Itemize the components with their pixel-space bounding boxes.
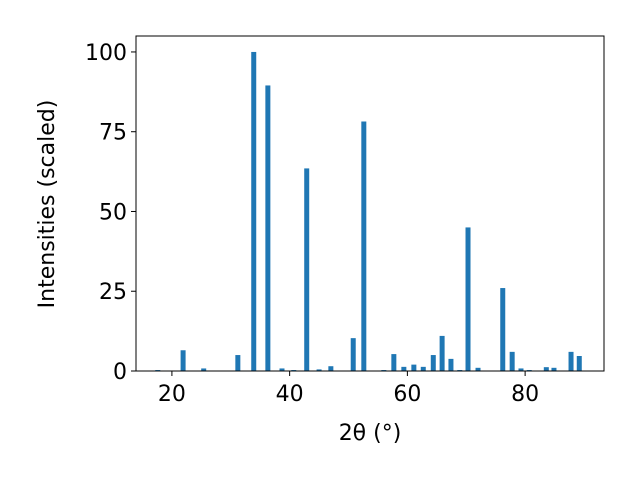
- bar: [361, 121, 367, 371]
- bar: [235, 355, 241, 371]
- x-tick-label: 80: [511, 382, 539, 407]
- y-axis-label: Intensities (scaled): [35, 100, 60, 309]
- bar: [401, 366, 407, 371]
- x-tick-label: 40: [276, 382, 304, 407]
- bar: [180, 350, 186, 371]
- bar: [304, 168, 310, 371]
- bar: [316, 369, 322, 371]
- bar: [420, 366, 426, 371]
- y-tick-label: 75: [99, 121, 127, 146]
- bar: [279, 368, 285, 371]
- x-axis-label: 2θ (°): [339, 421, 402, 446]
- bar: [411, 364, 417, 371]
- bar: [568, 351, 574, 371]
- bar: [430, 355, 436, 371]
- bar: [509, 351, 515, 371]
- bar: [350, 338, 356, 371]
- y-tick-label: 100: [85, 41, 127, 66]
- bar: [518, 368, 524, 371]
- x-tick-label: 20: [158, 382, 186, 407]
- bar: [500, 288, 506, 371]
- bar: [391, 354, 397, 371]
- plot-frame: [135, 35, 605, 372]
- bar: [251, 51, 257, 371]
- x-tick-label: 60: [393, 382, 421, 407]
- bar: [201, 368, 207, 371]
- bar: [265, 85, 271, 371]
- bar: [328, 366, 334, 371]
- bar: [439, 335, 445, 371]
- bar: [475, 367, 481, 371]
- bar: [551, 367, 557, 371]
- bar: [543, 367, 549, 371]
- y-tick-label: 50: [99, 200, 127, 225]
- y-tick-label: 0: [113, 360, 127, 385]
- y-tick-label: 25: [99, 280, 127, 305]
- bar: [576, 356, 582, 371]
- bar: [448, 358, 454, 371]
- bar: [465, 227, 471, 371]
